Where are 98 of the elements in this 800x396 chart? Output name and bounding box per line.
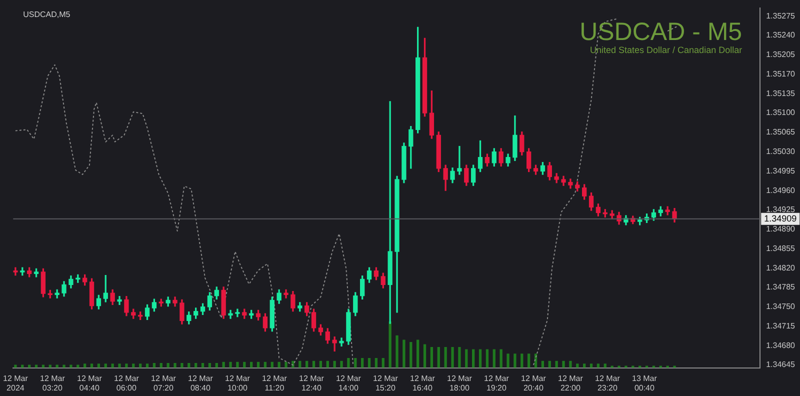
bar <box>284 362 288 368</box>
bar <box>500 349 502 368</box>
bar <box>111 364 114 368</box>
bar <box>396 335 398 368</box>
candlestick <box>339 338 344 347</box>
x-tick-label: 12 Mar 23:20 <box>595 374 620 392</box>
x-tick-label: 12 Mar 07:20 <box>151 374 176 392</box>
y-tick-label: 1.34750 <box>766 302 796 312</box>
bar <box>361 358 364 368</box>
bar <box>222 362 225 368</box>
bar <box>118 364 121 368</box>
y-tick-label: 1.35275 <box>766 11 796 20</box>
bar <box>506 354 510 368</box>
candlestick <box>332 336 337 352</box>
bar <box>416 340 420 368</box>
y-tick-label: 1.35065 <box>766 128 796 137</box>
bar <box>125 364 128 368</box>
x-tick-label: 12 Mar 16:40 <box>410 374 436 392</box>
bar <box>388 322 392 368</box>
bar <box>354 358 357 368</box>
bar <box>229 362 232 368</box>
bar <box>28 364 31 368</box>
x-tick-label: 12 Mar 15:20 <box>373 374 398 392</box>
x-tick-label: 12 Mar 10:00 <box>225 374 250 392</box>
y-tick-label: 1.34645 <box>766 360 796 370</box>
y-tick-label: 1.35170 <box>766 69 796 78</box>
bar <box>478 349 482 368</box>
x-tick-label: 12 Mar 19:20 <box>484 374 510 392</box>
y-tick-label: 1.34995 <box>766 166 796 176</box>
annotation: USDCAD,M5 <box>23 10 71 19</box>
bar <box>451 346 454 368</box>
x-tick-label: 12 Mar 20:40 <box>521 374 546 392</box>
bar <box>278 362 280 368</box>
bar <box>486 349 489 368</box>
bar <box>514 354 516 368</box>
y-tick-label: 1.35135 <box>766 88 796 98</box>
bar <box>374 358 378 368</box>
candlestick <box>13 267 18 276</box>
bar <box>42 364 45 368</box>
bar <box>180 363 184 368</box>
bar <box>472 349 475 368</box>
bar <box>236 362 239 368</box>
x-tick-label: 12 Mar 18:00 <box>447 374 472 392</box>
x-tick-label: 12 Mar 22:00 <box>558 374 584 392</box>
candlestick <box>117 296 122 305</box>
y-tick-label: 1.34715 <box>766 321 796 330</box>
y-tick-label: 1.35205 <box>766 50 796 60</box>
x-tick-label: 12 Mar 06:00 <box>114 374 140 392</box>
y-tick-label: 1.34890 <box>766 224 796 234</box>
x-tick-label: 13 Mar 00:40 <box>632 374 658 392</box>
bar <box>14 364 17 368</box>
bar <box>48 364 52 368</box>
bar <box>410 342 412 368</box>
y-tick-label: 1.34680 <box>766 340 796 350</box>
bar <box>368 358 371 368</box>
y-tick-label: 1.34855 <box>766 244 796 253</box>
bar <box>458 346 461 368</box>
y-tick-label: 1.35030 <box>766 147 796 156</box>
y-tick-label: 1.35100 <box>766 108 796 118</box>
y-tick-label: 1.34925 <box>766 205 796 214</box>
x-tick-label: 12 Mar 2024 <box>3 374 28 392</box>
x-tick-label: 12 Mar 11:20 <box>262 374 288 392</box>
bar <box>465 349 468 368</box>
bar <box>56 364 58 368</box>
bar <box>70 364 72 368</box>
y-tick-label: 1.34785 <box>766 282 796 292</box>
bar <box>423 344 426 368</box>
y-tick-label: 1.34960 <box>766 186 796 195</box>
bar <box>402 340 406 368</box>
x-tick-label: 12 Mar 04:40 <box>77 374 102 392</box>
bar <box>437 346 440 368</box>
bar <box>492 349 496 368</box>
bar <box>569 360 572 368</box>
y-tick-label: 1.35240 <box>766 30 796 40</box>
bar <box>166 363 170 368</box>
bar <box>333 360 336 368</box>
bar <box>340 360 343 368</box>
x-tick-label: 12 Mar 03:20 <box>40 374 66 392</box>
bar <box>174 363 176 368</box>
x-tick-label: 12 Mar 12:40 <box>299 374 324 392</box>
x-tick-label: 12 Mar 08:40 <box>188 374 214 392</box>
bar <box>562 360 565 368</box>
bar <box>520 354 524 368</box>
bar <box>382 358 384 368</box>
bar <box>444 346 447 368</box>
bar <box>528 354 530 368</box>
x-tick-label: 12 Mar 14:00 <box>336 374 362 392</box>
ref-line-label: 1.34909 <box>764 213 797 224</box>
bar <box>62 364 66 368</box>
bar <box>347 358 350 368</box>
bar <box>76 364 80 368</box>
candlestick <box>457 146 462 175</box>
text: United States Dollar / Canadian Dollar <box>590 44 742 55</box>
bar <box>21 364 24 368</box>
y-tick-label: 1.34820 <box>766 263 796 272</box>
bar <box>430 346 434 368</box>
bar <box>34 364 38 368</box>
chart-title: USDCAD - M5 <box>580 18 742 46</box>
